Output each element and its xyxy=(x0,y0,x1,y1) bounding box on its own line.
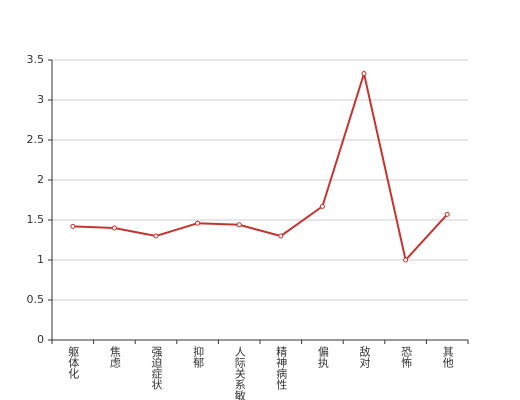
x-tick-label: 抑郁 xyxy=(192,345,205,368)
line xyxy=(72,69,448,263)
y-tick-label: 0.5 xyxy=(27,293,45,306)
y-tick-label: 3 xyxy=(37,93,44,106)
point xyxy=(278,233,284,239)
point xyxy=(361,71,367,77)
point xyxy=(444,211,450,217)
y-tick-label: 0 xyxy=(37,333,44,346)
x-tick-label: 强迫症状 xyxy=(150,346,163,390)
y-tick-label: 1 xyxy=(37,253,44,266)
point xyxy=(153,233,159,239)
x-tick-label: 人际关系敏感 xyxy=(233,346,246,400)
point xyxy=(236,222,242,228)
point xyxy=(319,203,325,209)
point xyxy=(111,225,117,231)
x-tick-label: 焦虑 xyxy=(108,346,121,368)
x-tick-label: 偏执 xyxy=(316,345,329,369)
point xyxy=(70,223,76,229)
x-tick-label: 恐怖 xyxy=(400,346,413,368)
y-tick-label: 1.5 xyxy=(27,213,45,226)
y-tick-label: 2 xyxy=(37,173,44,186)
point xyxy=(195,220,201,226)
y-tick-label: 2.5 xyxy=(27,133,45,146)
y-tick-label: 3.5 xyxy=(27,53,45,66)
x-tick-label: 敌对 xyxy=(358,345,371,368)
x-tick-label: 躯体化 xyxy=(67,346,80,380)
point xyxy=(403,257,409,263)
x-tick-label: 精神病性 xyxy=(275,346,288,391)
x-tick-label: 其他 xyxy=(441,346,454,368)
